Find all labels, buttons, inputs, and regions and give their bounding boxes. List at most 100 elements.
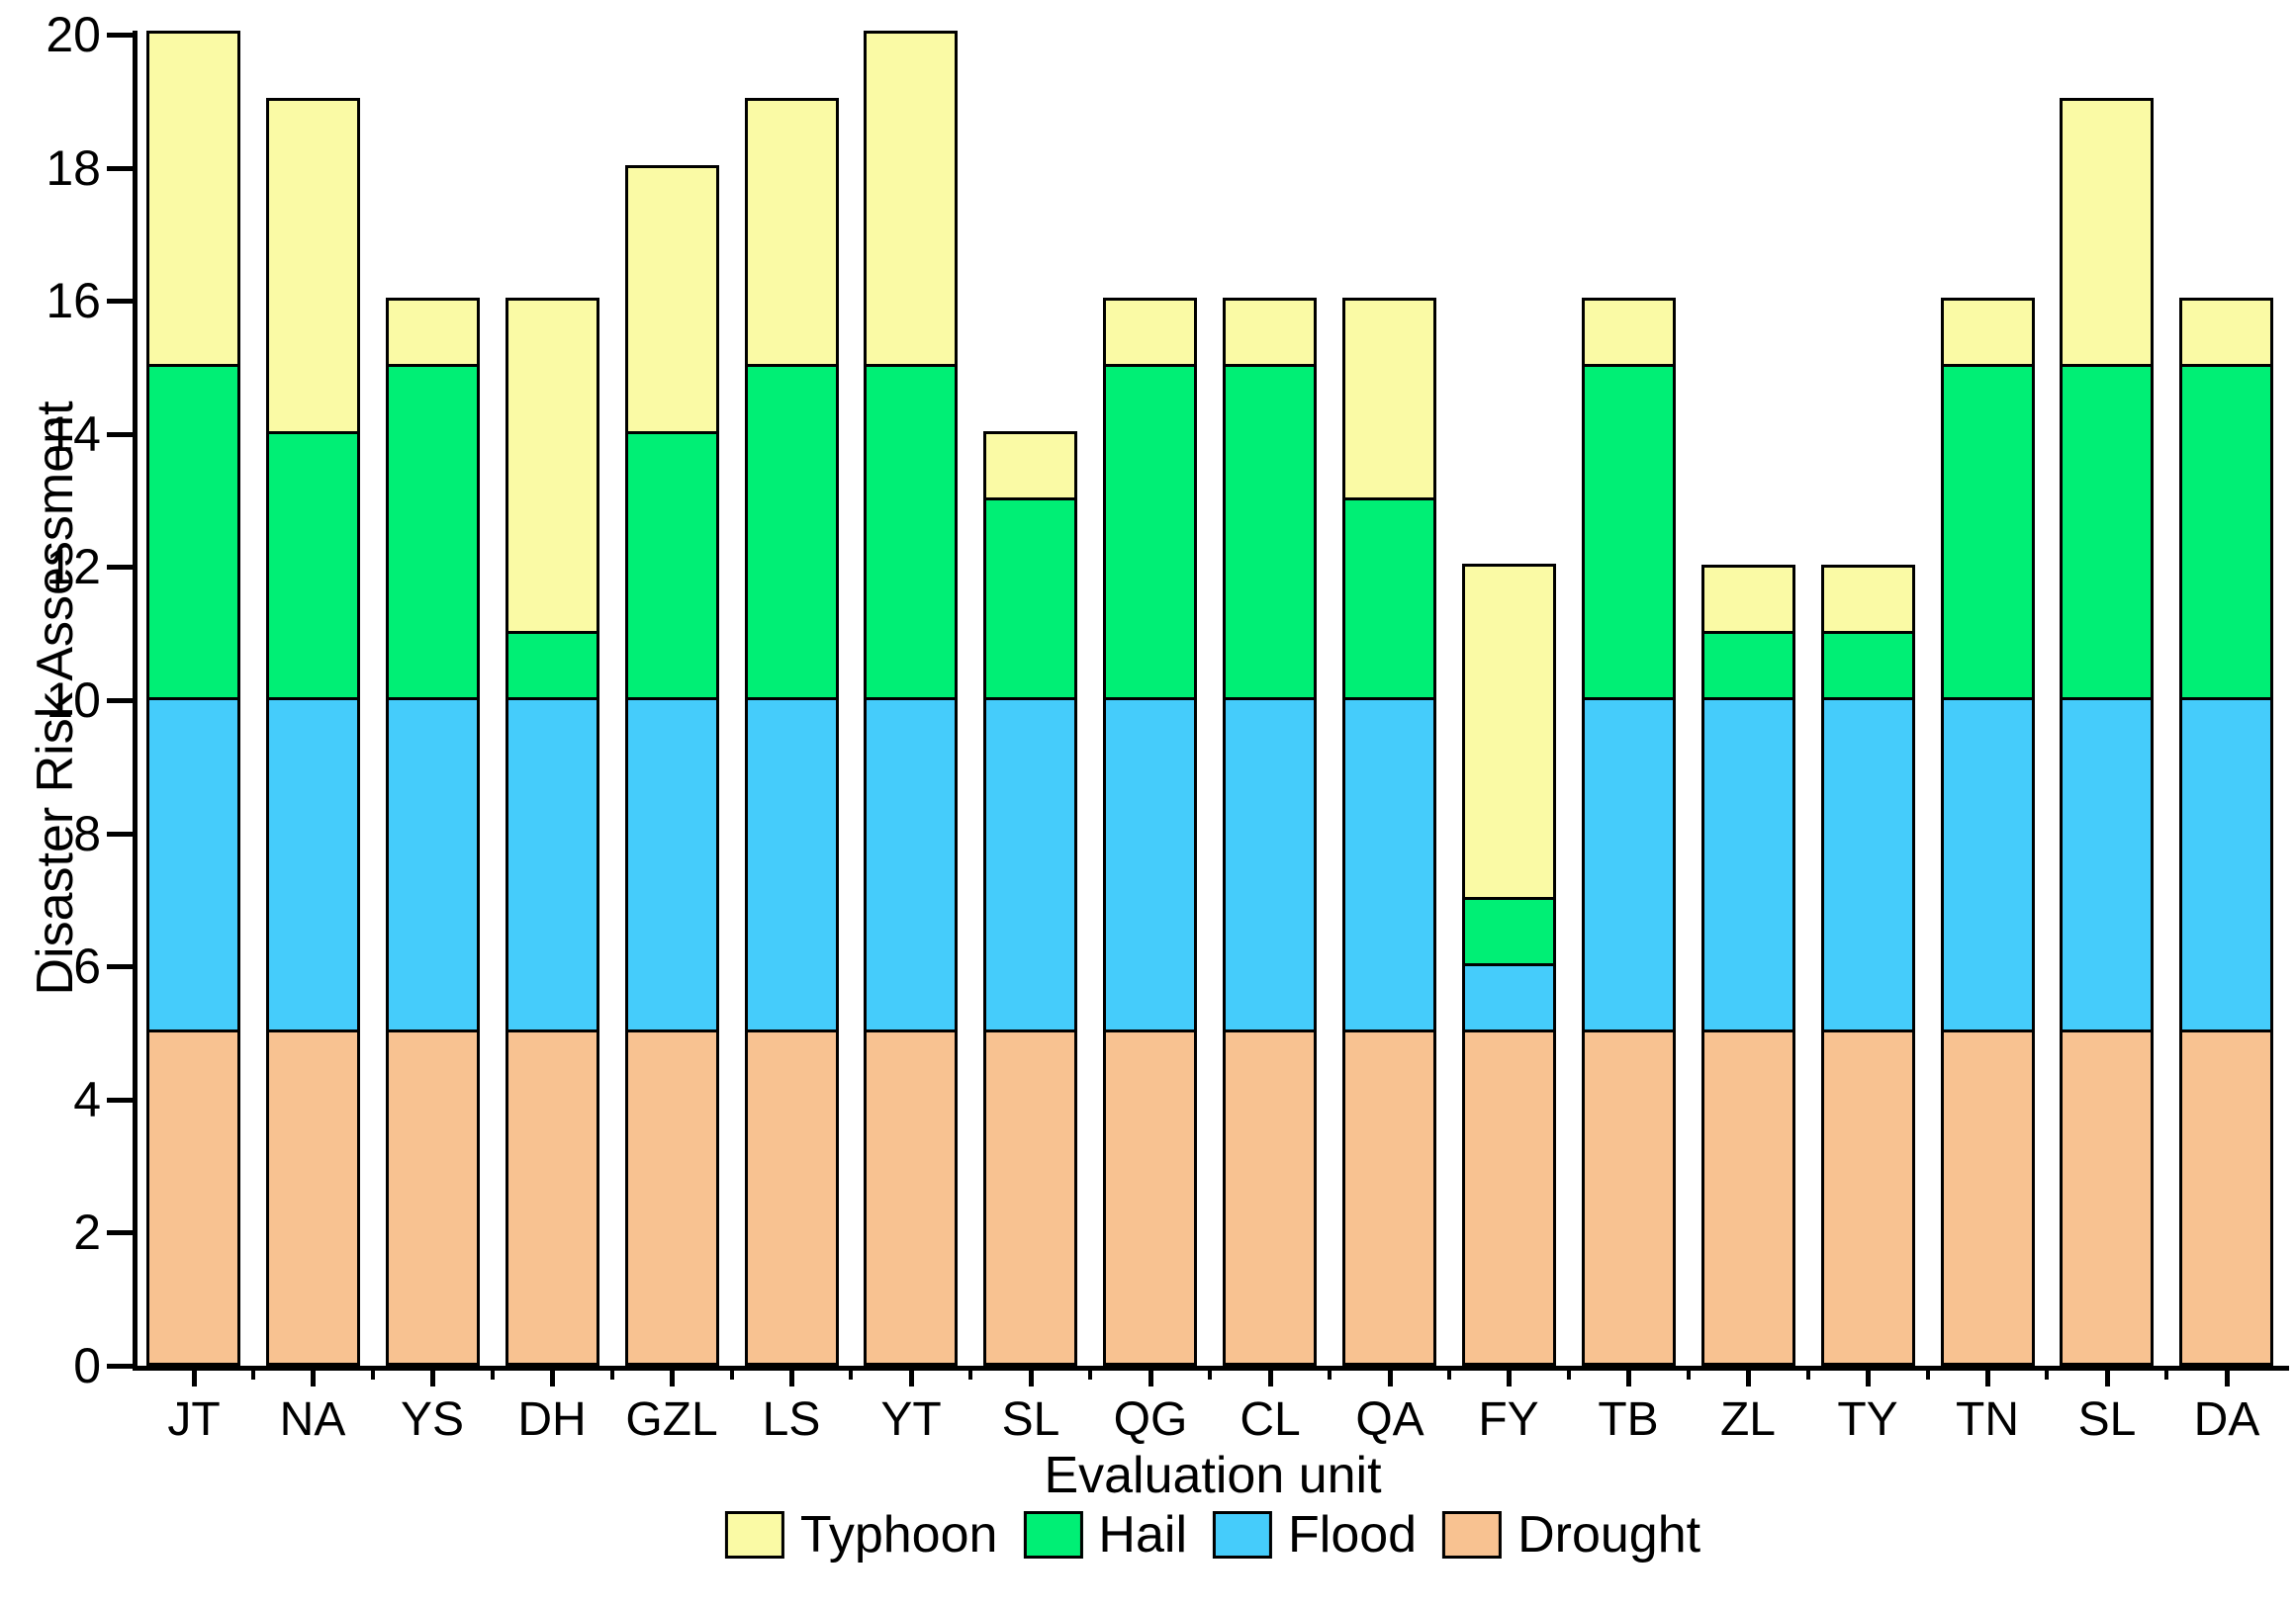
segment-hail-QG xyxy=(1103,364,1198,700)
x-tick-QG xyxy=(1148,1371,1153,1386)
segment-typhoon-YS xyxy=(385,298,480,367)
segment-hail-DA xyxy=(2179,364,2274,700)
segment-drought-NA xyxy=(265,1029,360,1366)
x-tick-label-NA: NA xyxy=(279,1393,346,1446)
bar-8-QG xyxy=(1103,298,1198,1366)
legend-item-hail: Hail xyxy=(1023,1507,1187,1563)
x-tick-TB xyxy=(1626,1371,1631,1386)
segment-hail-CL xyxy=(1223,364,1318,700)
segment-hail-TB xyxy=(1581,364,1676,700)
segment-typhoon-SL xyxy=(2060,98,2155,367)
segment-drought-TN xyxy=(1940,1029,2035,1366)
segment-drought-SL xyxy=(2060,1029,2155,1366)
segment-flood-QA xyxy=(1342,696,1436,1032)
segment-hail-TY xyxy=(1820,631,1915,700)
x-minor-tick xyxy=(1567,1371,1571,1380)
bar-12-TB xyxy=(1581,298,1676,1366)
segment-flood-YS xyxy=(385,696,480,1032)
x-minor-tick xyxy=(1687,1371,1691,1380)
segment-flood-LS xyxy=(744,696,839,1032)
segment-drought-YS xyxy=(385,1029,480,1366)
x-tick-label-LS: LS xyxy=(762,1393,821,1446)
segment-flood-ZL xyxy=(1700,696,1795,1032)
segment-hail-JT xyxy=(146,364,240,700)
segment-drought-JT xyxy=(146,1029,240,1366)
segment-flood-SL xyxy=(2060,696,2155,1032)
bar-9-CL xyxy=(1223,298,1318,1366)
x-minor-tick xyxy=(1926,1371,1930,1380)
y-tick-6 xyxy=(107,964,133,969)
segment-typhoon-DH xyxy=(505,298,599,634)
bar-7-SL xyxy=(983,431,1078,1366)
y-tick-0 xyxy=(107,1364,133,1369)
x-tick-CL xyxy=(1268,1371,1273,1386)
x-tick-ZL xyxy=(1746,1371,1751,1386)
segment-typhoon-ZL xyxy=(1700,565,1795,634)
y-tick-14 xyxy=(107,432,133,437)
y-tick-12 xyxy=(107,565,133,570)
x-minor-tick xyxy=(2164,1371,2168,1380)
segment-typhoon-TB xyxy=(1581,298,1676,367)
segment-drought-SL xyxy=(983,1029,1078,1366)
legend-label-typhoon: Typhoon xyxy=(799,1506,998,1564)
bar-5-LS xyxy=(744,98,839,1366)
x-tick-GZL xyxy=(670,1371,675,1386)
x-axis-title: Evaluation unit xyxy=(1044,1447,1382,1504)
legend-swatch-hail xyxy=(1023,1511,1083,1559)
x-minor-tick xyxy=(1806,1371,1810,1380)
bar-0-JT xyxy=(146,31,240,1366)
legend-swatch-drought xyxy=(1442,1511,1503,1559)
x-minor-tick xyxy=(251,1371,255,1380)
bar-3-DH xyxy=(505,298,599,1366)
segment-flood-YT xyxy=(864,696,959,1032)
x-tick-label-YS: YS xyxy=(400,1393,465,1446)
x-tick-LS xyxy=(789,1371,794,1386)
segment-flood-NA xyxy=(265,696,360,1032)
segment-hail-LS xyxy=(744,364,839,700)
x-tick-label-DA: DA xyxy=(2193,1393,2260,1446)
segment-flood-FY xyxy=(1461,963,1556,1032)
legend-item-flood: Flood xyxy=(1213,1507,1417,1563)
x-tick-DH xyxy=(550,1371,555,1386)
x-tick-label-ZL: ZL xyxy=(1719,1393,1776,1446)
segment-hail-GZL xyxy=(624,431,719,700)
bar-2-YS xyxy=(385,298,480,1366)
y-tick-label-0: 0 xyxy=(73,1338,101,1393)
bar-1-NA xyxy=(265,98,360,1366)
y-tick-label-6: 6 xyxy=(73,939,101,994)
x-tick-DA xyxy=(2225,1371,2230,1386)
segment-typhoon-NA xyxy=(265,98,360,434)
y-tick-label-14: 14 xyxy=(46,406,101,462)
y-tick-label-2: 2 xyxy=(73,1205,101,1260)
x-tick-QA xyxy=(1388,1371,1393,1386)
segment-flood-DH xyxy=(505,696,599,1032)
y-tick-2 xyxy=(107,1230,133,1235)
y-tick-label-4: 4 xyxy=(73,1072,101,1127)
bar-14-TY xyxy=(1820,564,1915,1366)
x-tick-SL xyxy=(2105,1371,2110,1386)
bar-16-SL xyxy=(2060,98,2155,1366)
y-tick-label-10: 10 xyxy=(46,672,101,728)
x-tick-label-TB: TB xyxy=(1598,1393,1659,1446)
segment-typhoon-QG xyxy=(1103,298,1198,367)
segment-hail-FY xyxy=(1461,897,1556,966)
segment-drought-GZL xyxy=(624,1029,719,1366)
x-tick-label-YT: YT xyxy=(880,1393,942,1446)
segment-typhoon-TY xyxy=(1820,565,1915,634)
segment-flood-QG xyxy=(1103,696,1198,1032)
segment-drought-FY xyxy=(1461,1029,1556,1366)
x-tick-TY xyxy=(1866,1371,1871,1386)
segment-hail-ZL xyxy=(1700,631,1795,700)
segment-hail-SL xyxy=(2060,364,2155,700)
x-tick-label-DH: DH xyxy=(517,1393,587,1446)
bar-10-QA xyxy=(1342,298,1436,1366)
x-minor-tick xyxy=(1208,1371,1212,1380)
segment-drought-ZL xyxy=(1700,1029,1795,1366)
bar-13-ZL xyxy=(1700,564,1795,1366)
x-tick-label-CL: CL xyxy=(1240,1393,1301,1446)
x-minor-tick xyxy=(968,1371,972,1380)
y-tick-label-18: 18 xyxy=(46,140,101,196)
segment-hail-DH xyxy=(505,631,599,700)
x-minor-tick xyxy=(1447,1371,1451,1380)
segment-typhoon-YT xyxy=(864,31,959,367)
